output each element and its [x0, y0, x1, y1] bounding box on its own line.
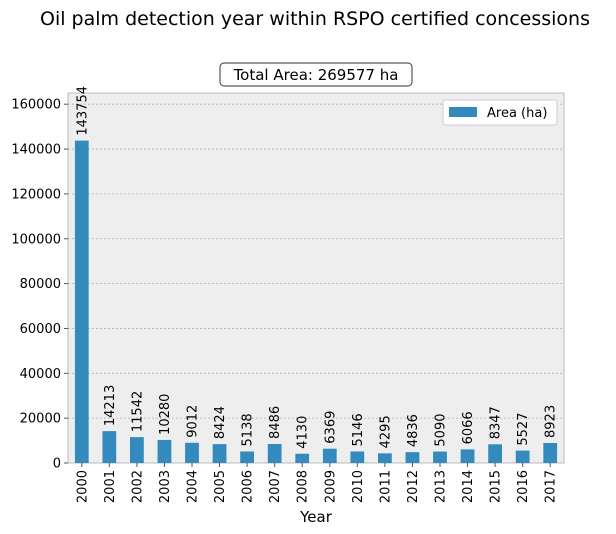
y-tick-label: 120000: [11, 187, 61, 202]
bar-2001: [102, 431, 117, 463]
chart-subtitle: Total Area: 269577 ha: [233, 66, 399, 84]
bar-value-label: 4836: [406, 414, 421, 447]
bar-2003: [157, 439, 172, 463]
x-tick-label: 2002: [130, 470, 145, 503]
bar-value-label: 5527: [516, 413, 531, 446]
x-tick-label: 2006: [241, 470, 256, 503]
bar-value-label: 8486: [268, 406, 283, 439]
y-tick-label: 0: [53, 457, 61, 472]
bar-2016: [515, 450, 530, 463]
y-tick-label: 60000: [20, 322, 61, 337]
y-tick-label: 160000: [11, 98, 61, 113]
bar-value-label: 143754: [75, 86, 90, 136]
y-tick-label: 100000: [11, 232, 61, 247]
x-tick-label: 2001: [103, 470, 118, 503]
bar-value-label: 5146: [351, 413, 366, 446]
bar-value-label: 8923: [544, 405, 559, 438]
bar-2017: [543, 442, 558, 463]
x-tick-label: 2000: [75, 470, 90, 503]
bar-value-label: 6066: [461, 411, 476, 444]
plot-area: [67, 92, 565, 464]
bar-2002: [130, 437, 144, 463]
chart-title: Oil palm detection year within RSPO cert…: [40, 8, 590, 30]
bar-2000: [74, 140, 89, 463]
y-tick-label: 80000: [20, 277, 61, 292]
bar-value-label: 8424: [213, 406, 228, 439]
bar-labels: 143754 14213 11542 10280 9012 8424 5138 8486 413…: [75, 86, 558, 449]
legend-swatch: [449, 107, 477, 117]
x-tick-label: 2014: [461, 470, 476, 503]
bar-value-label: 5138: [241, 413, 256, 446]
x-tick-label: 2011: [378, 470, 393, 503]
subtitle-box: [219, 62, 413, 87]
bars: [74, 140, 558, 463]
bar-value-label: 4295: [378, 415, 393, 448]
x-tick-label: 2010: [351, 470, 366, 503]
x-axis-label: Year: [299, 508, 333, 526]
bar-2007: [267, 443, 282, 463]
bar-value-label: 6369: [323, 411, 338, 444]
bar-2012: [405, 452, 420, 463]
x-tick-label: 2007: [268, 470, 283, 503]
bar-2005: [212, 444, 227, 463]
y-tick-label: 40000: [20, 367, 61, 382]
x-tick-label: 2004: [186, 470, 201, 503]
x-tick-label: 2015: [489, 470, 504, 503]
bar-value-label: 10280: [158, 394, 173, 435]
bar-2015: [488, 444, 502, 463]
bar-2009: [322, 448, 337, 463]
legend: Area (ha): [442, 99, 558, 126]
y-tick-label: 20000: [20, 412, 61, 427]
bar-2004: [185, 442, 199, 463]
x-tick-label: 2016: [516, 470, 531, 503]
bar-2008: [295, 453, 310, 463]
bar-2013: [433, 451, 447, 463]
y-tick-label: 140000: [11, 143, 61, 158]
x-tick-label: 2012: [406, 470, 421, 503]
bar-value-label: 14213: [103, 385, 118, 426]
bar-2014: [460, 449, 475, 463]
bar-value-label: 5090: [434, 413, 449, 446]
x-tick-label: 2005: [213, 470, 228, 503]
bar-value-label: 11542: [130, 391, 145, 432]
x-tick-label: 2013: [434, 470, 449, 503]
x-tick-label: 2003: [158, 470, 173, 503]
x-tick-label: 2017: [544, 470, 559, 503]
legend-label: Area (ha): [487, 106, 547, 121]
y-axis: 0 20000 40000 60000 80000 100000 120000 140000 1…: [11, 98, 68, 472]
bar-2010: [350, 451, 365, 463]
bar-value-label: 8347: [489, 406, 504, 439]
bar-2006: [240, 451, 254, 463]
x-tick-label: 2009: [323, 470, 338, 503]
bar-value-label: 4130: [296, 416, 311, 449]
x-tick-label: 2008: [296, 470, 311, 503]
x-axis: 2000 2001 2002 2003 2004 2005 2006 2007 2008 2009…: [75, 463, 559, 503]
legend-box: [442, 99, 558, 126]
bar-2011: [378, 453, 392, 463]
bar-value-label: 9012: [186, 405, 201, 438]
